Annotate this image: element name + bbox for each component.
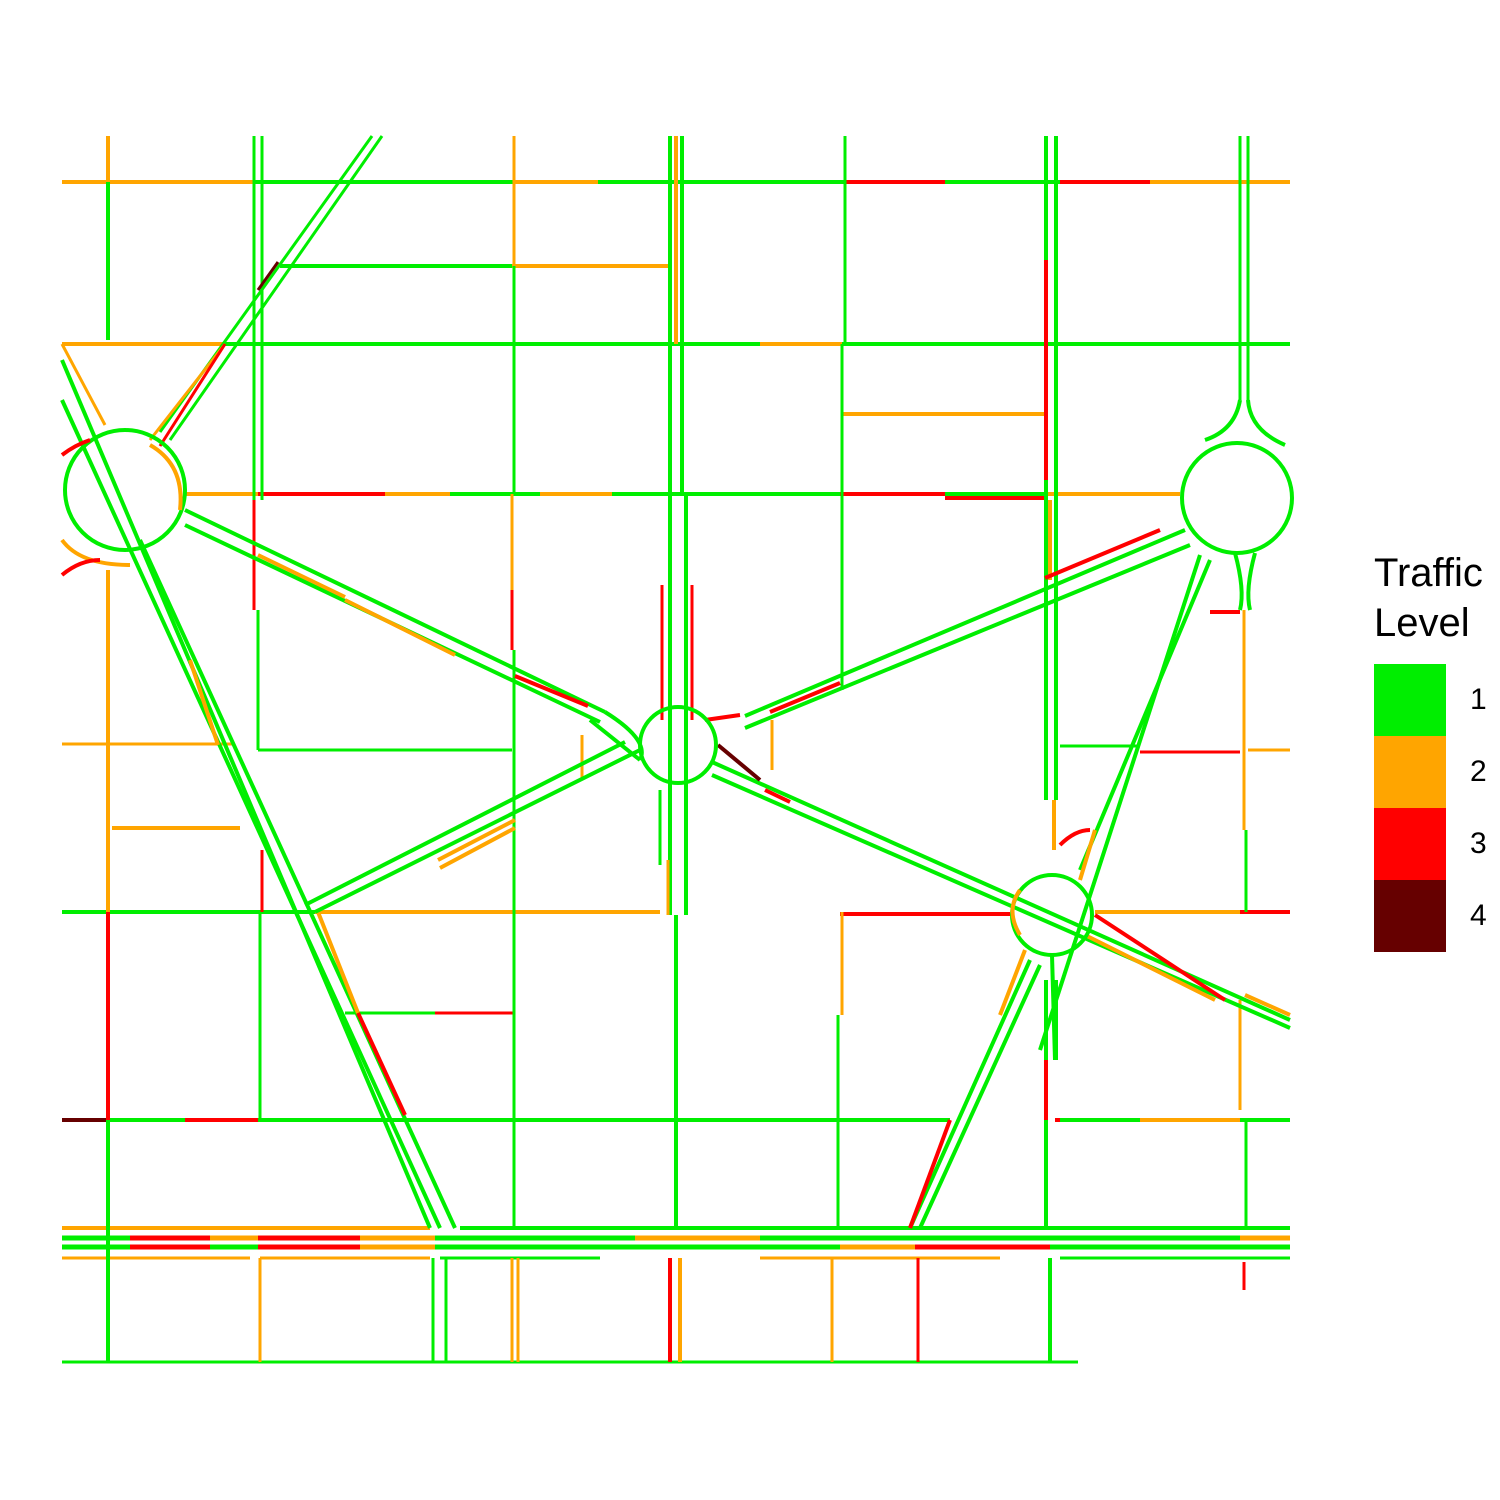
legend-swatch-3 xyxy=(1374,808,1446,880)
southeast-freeway xyxy=(908,554,1240,1229)
northeast-interchange xyxy=(1180,399,1294,611)
legend-label-1: 1 xyxy=(1470,683,1487,716)
center-interchange xyxy=(588,705,718,785)
legend-label-3: 3 xyxy=(1470,827,1487,860)
legend-item-4: 4 xyxy=(1374,880,1500,952)
southeast-interchange xyxy=(998,828,1094,1061)
legend-label-4: 4 xyxy=(1470,899,1487,932)
northwest-ramp xyxy=(60,135,384,447)
street-x582 xyxy=(580,720,774,780)
street-x440 xyxy=(431,1258,448,1362)
legend-title-line2: Level xyxy=(1374,601,1470,645)
west-diagonal-to-center xyxy=(184,508,606,724)
street-y494 xyxy=(185,492,1180,500)
legend-item-2: 2 xyxy=(1374,736,1500,808)
traffic-level-legend: Traffic Level 1 2 3 4 xyxy=(1374,548,1500,952)
center-to-southwest-diagonal xyxy=(304,740,641,914)
legend-swatch-4 xyxy=(1374,880,1446,952)
legend-swatch-1 xyxy=(1374,664,1446,736)
legend-label-2: 2 xyxy=(1470,755,1487,788)
street-x676 xyxy=(658,136,694,1362)
legend-item-1: 1 xyxy=(1374,664,1500,736)
street-x1244 xyxy=(1238,136,1250,1290)
legend-title-line1: Traffic xyxy=(1374,551,1483,595)
street-y912 xyxy=(62,910,1290,916)
legend-title: Traffic Level xyxy=(1374,548,1500,648)
center-to-southeast-diagonal xyxy=(711,743,1291,1030)
street-x514 xyxy=(510,136,520,1362)
street-x1052 xyxy=(1044,136,1058,1362)
southern-highway xyxy=(62,1226,1290,1260)
center-to-northeast-diagonal xyxy=(704,528,1191,730)
street-y744 xyxy=(62,742,1290,754)
northwest-southeast-freeway xyxy=(60,359,457,1229)
west-interchange xyxy=(60,428,187,577)
street-x842 xyxy=(830,136,847,1362)
legend-swatch-2 xyxy=(1374,736,1446,808)
legend-items: 1 2 3 4 xyxy=(1374,664,1500,952)
legend-item-3: 3 xyxy=(1374,808,1500,880)
